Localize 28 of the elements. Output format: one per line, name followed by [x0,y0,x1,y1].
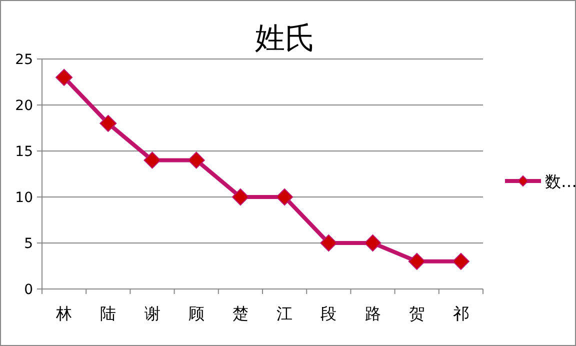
point [56,68,73,86]
point [144,152,161,169]
x-tick-label: 祁 [452,304,469,323]
point [232,188,249,206]
chart-title: 姓氏 [255,21,315,56]
point [452,252,470,270]
x-tick-label: 谢 [144,304,160,323]
legend-label: 数… [545,172,576,191]
point [408,252,426,270]
x-tick-label: 江 [276,304,293,323]
y-tick-label: 5 [24,236,33,252]
x-tick-label: 段 [320,304,337,323]
point [276,188,294,206]
y-tick-label: 20 [15,98,33,114]
x-tick-label: 路 [364,304,381,323]
x-tick-label: 陆 [100,304,116,323]
point [100,114,117,132]
point [364,234,382,252]
point [188,152,205,169]
y-tick-label: 10 [15,190,33,206]
point [320,234,338,252]
y-tick-label: 0 [24,282,33,298]
x-tick-label: 楚 [232,304,248,323]
x-tick-label: 顾 [188,304,204,323]
x-tick-label: 贺 [408,304,425,323]
y-tick-label: 15 [15,144,33,160]
y-tick-label: 25 [15,52,33,68]
x-tick-label: 林 [55,304,72,323]
